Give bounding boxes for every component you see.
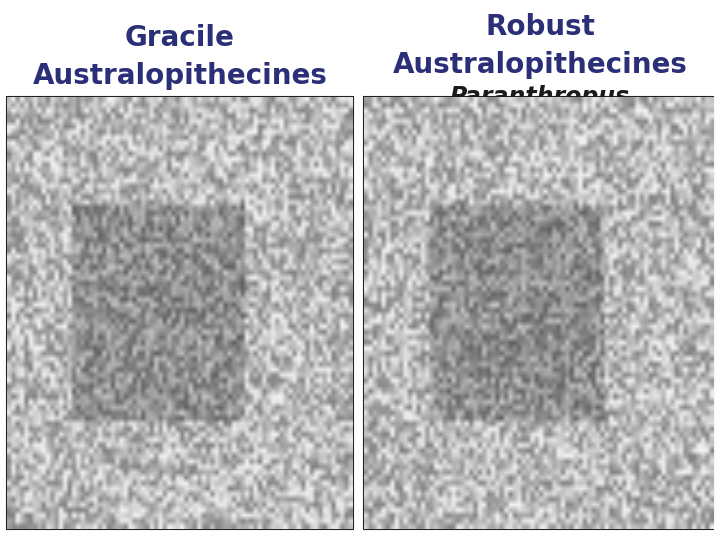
Text: Paranthropus: Paranthropus [450, 85, 630, 109]
Text: Robust: Robust [485, 13, 595, 41]
Text: Australopithecines: Australopithecines [32, 62, 328, 90]
FancyBboxPatch shape [7, 97, 353, 529]
FancyBboxPatch shape [364, 97, 713, 529]
Text: Gracile: Gracile [125, 24, 235, 52]
Text: Australopithecines: Australopithecines [392, 51, 688, 79]
